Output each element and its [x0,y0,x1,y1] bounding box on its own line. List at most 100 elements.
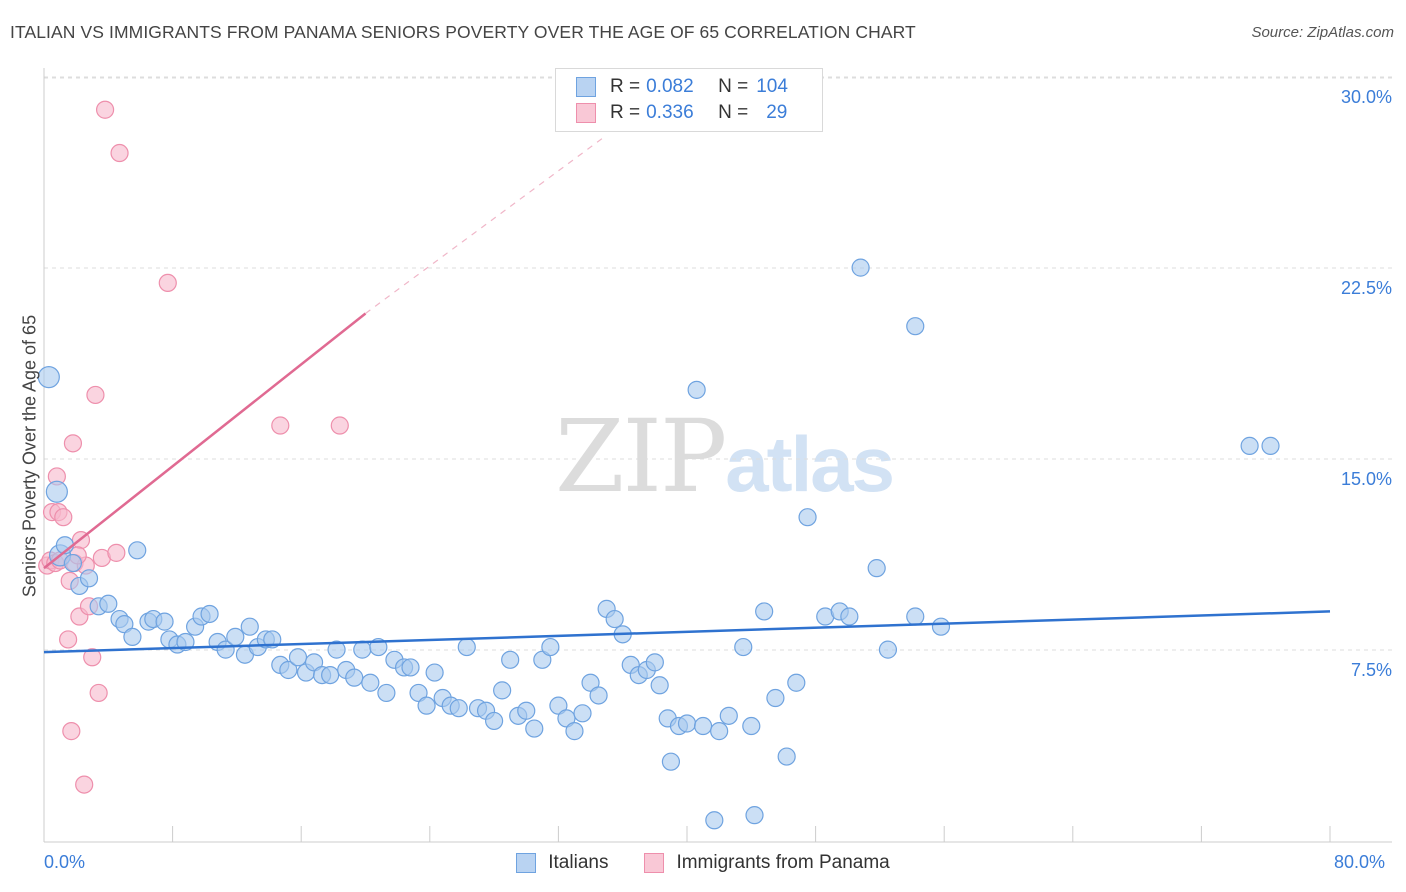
italians-point [745,806,764,825]
italians-point [240,617,259,636]
italians-point [401,658,420,677]
panama-swatch [644,853,665,873]
italians-point [361,673,380,692]
italians-point [449,699,468,718]
legend-row-panama: R = 0.336 N = 29 [576,101,787,125]
italians-point [677,714,697,733]
panama-point [83,648,102,667]
italians-point [710,722,729,741]
italians-point [906,317,925,336]
italians-point [693,716,713,736]
watermark-atlas: atlas [725,420,895,508]
italians-point [226,627,245,646]
italians-point [867,559,886,578]
panama-point [158,273,177,293]
italians-point [425,663,444,682]
italians-point [878,640,898,659]
n-label: N = [718,76,749,97]
y-axis-label: Seniors Poverty Over the Age of 65 [19,314,40,598]
italians-point [45,480,68,503]
panama-point [330,416,349,435]
italians-point [840,607,859,626]
panama-point [271,416,290,435]
panama-point [95,100,115,119]
italians-point [155,612,174,631]
r-value: 0.336 [646,102,694,123]
italians-point [787,673,806,692]
panama-swatch [576,103,596,123]
italians-point [661,752,681,771]
panama-point [86,385,105,405]
legend-label: Immigrants from Panama [676,852,890,873]
source-label: Source: ZipAtlas.com [1251,24,1394,41]
italians-point [777,747,796,766]
italians-point [755,602,774,621]
italians-point [1240,436,1259,455]
italians-point [589,686,608,705]
italians-point [851,258,870,277]
italians-point [493,681,512,700]
italians-trendline [43,610,1331,654]
italians-point [200,604,219,624]
y-tick-label: 30.0% [1340,87,1392,107]
italians-point [705,811,724,830]
panama-point [110,143,129,163]
italians-point [501,650,520,669]
italians-point [798,508,817,527]
panama-trendline-extension [365,134,607,314]
italians-point [327,640,346,659]
panama-point [54,508,73,527]
legend-item-panama: Immigrants from Panama [644,852,890,874]
italians-point [457,637,476,657]
italians-point [79,569,99,588]
panama-point [62,722,81,741]
italians-point [353,640,372,659]
italians-point [417,696,436,715]
italians-swatch [576,77,596,97]
italians-point [906,607,925,626]
y-tick-label: 7.5% [1350,660,1392,680]
italians-point [123,627,142,646]
italians-point [1261,436,1280,455]
italians-point [565,722,584,741]
italians-swatch [516,853,537,873]
panama-point [75,775,94,794]
n-value: 29 [766,102,788,123]
r-label: R = [610,76,641,97]
panama-point [89,683,108,703]
italians-point [541,637,560,657]
y-tick-label: 22.5% [1340,278,1392,298]
italians-point [63,553,83,573]
italians-point [525,719,544,738]
italians-point [517,701,536,720]
r-value: 0.082 [646,76,694,97]
italians-point [687,380,706,399]
legend-label: Italians [548,852,609,873]
italians-point [485,711,504,731]
y-tick-label: 15.0% [1340,469,1392,489]
panama-point [107,543,126,562]
italians-point [99,594,118,613]
italians-point [321,665,340,685]
italians-point [345,668,364,687]
watermark: ZIPatlas [555,398,895,515]
legend-row-italians: R = 0.082 N = 104 [576,75,788,99]
x-tick-label: 0.0% [44,852,86,872]
n-value: 104 [756,76,788,97]
series-legend: Italians Immigrants from Panama [0,852,1406,874]
chart-title: ITALIAN VS IMMIGRANTS FROM PANAMA SENIOR… [10,22,916,42]
r-label: R = [610,102,641,123]
italians-point [734,637,753,657]
italians-point [719,706,738,725]
italians-point [742,716,761,736]
italians-point [605,609,624,629]
italians-point [37,366,60,389]
italians-point [650,676,669,695]
watermark-zip: ZIP [555,398,727,515]
panama-point [63,434,83,453]
italians-point [377,683,396,703]
italians-point [645,653,664,672]
italians-point [573,704,592,723]
italians-point [176,632,195,652]
